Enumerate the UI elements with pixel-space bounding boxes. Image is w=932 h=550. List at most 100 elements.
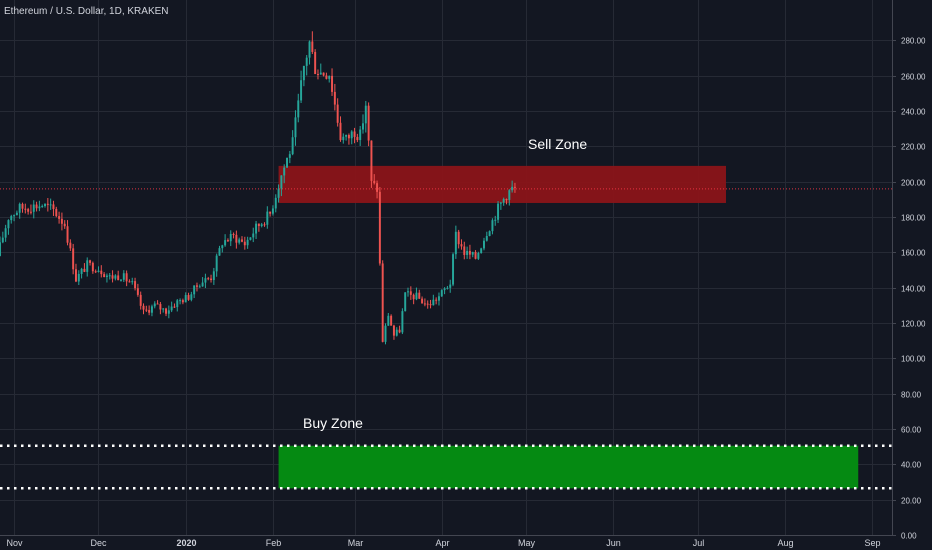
candle-body [77, 273, 80, 282]
candle-body [319, 72, 322, 75]
candle-body [195, 285, 198, 287]
candle-body [246, 239, 249, 246]
candle-body [120, 279, 122, 281]
candle-body [122, 273, 125, 280]
x-tick-label: 2020 [176, 538, 196, 548]
candle-body [362, 123, 364, 130]
candle-body [215, 255, 218, 272]
buy-zone-rect [278, 445, 859, 489]
y-tick-label: 20.00 [901, 497, 922, 506]
candle-body [468, 250, 471, 255]
candle-body [488, 231, 491, 236]
candle-body [404, 292, 407, 312]
candle-body [63, 223, 66, 227]
candle-body [271, 208, 274, 214]
candle-body [454, 231, 457, 255]
candle-body [331, 75, 334, 92]
candle-body [212, 271, 215, 281]
candle-body [353, 131, 356, 137]
candle-body [89, 260, 92, 263]
candle-body [297, 100, 300, 118]
x-tick-label: Apr [435, 538, 449, 548]
candle-body [328, 75, 331, 79]
price-axis-panel [892, 0, 932, 550]
candle-body [480, 248, 483, 253]
candle-body [156, 303, 159, 305]
y-tick-label: 200.00 [901, 179, 926, 188]
candle-body [198, 286, 201, 288]
candle-body [83, 268, 86, 272]
candle-body [384, 325, 387, 342]
candle-body [499, 202, 502, 204]
candle-body [35, 204, 38, 209]
candle-body [165, 308, 168, 314]
candle-body [308, 41, 311, 58]
candle-body [55, 209, 58, 217]
candle-body [485, 235, 488, 241]
candle-body [336, 104, 339, 123]
candle-body [508, 190, 511, 200]
candle-body [72, 248, 75, 270]
candle-body [302, 65, 305, 81]
candle-body [511, 186, 514, 191]
candle-body [325, 75, 328, 79]
candle-body [401, 311, 404, 333]
candle-body [415, 292, 418, 300]
candle-body [432, 299, 435, 306]
candle-body [74, 269, 77, 282]
candle-body [421, 298, 424, 304]
candle-body [449, 284, 452, 288]
candle-body [494, 219, 497, 221]
candle-body [241, 239, 243, 242]
x-tick-label: Dec [90, 538, 107, 548]
x-tick-label: Jun [606, 538, 621, 548]
candle-body [497, 203, 500, 220]
x-tick-label: May [518, 538, 536, 548]
candle-body [356, 136, 359, 141]
candle-body [446, 287, 449, 289]
y-tick-label: 280.00 [901, 37, 926, 46]
candle-body [390, 315, 393, 326]
x-tick-label: Jul [693, 538, 705, 548]
candle-body [142, 305, 145, 310]
candle-body [221, 245, 224, 249]
candle-body [257, 223, 260, 227]
candle-body [179, 300, 182, 302]
candle-body [46, 203, 49, 205]
candle-body [21, 203, 24, 209]
candle-body [288, 154, 291, 158]
candle-body [407, 291, 409, 293]
candle-body [435, 299, 438, 301]
y-tick-label: 100.00 [901, 355, 926, 364]
candle-body [316, 74, 319, 76]
candle-body [201, 282, 204, 287]
candle-body [398, 329, 401, 333]
candle-body [150, 306, 153, 313]
candle-body [266, 211, 269, 225]
candle-body [378, 191, 381, 264]
candle-body [294, 117, 297, 138]
candle-body [392, 325, 395, 336]
candle-body [291, 137, 294, 155]
candle-body [440, 290, 443, 297]
candle-body [274, 197, 277, 209]
y-tick-label: 80.00 [901, 391, 922, 400]
sell-zone-label: Sell Zone [528, 136, 588, 152]
candle-body [305, 57, 308, 66]
candle-body [350, 131, 353, 139]
candle-body [91, 262, 94, 272]
candle-body [322, 72, 325, 76]
candle-body [136, 288, 139, 295]
candle-body [38, 206, 41, 209]
candle-body [342, 136, 345, 141]
candle-body [7, 220, 10, 229]
candle-body [100, 270, 103, 275]
sell-zone-rect [278, 165, 726, 203]
candle-body [457, 231, 460, 245]
candle-body [60, 218, 63, 224]
candle-body [4, 228, 7, 238]
x-tick-label: Mar [348, 538, 364, 548]
candle-body [128, 281, 131, 283]
